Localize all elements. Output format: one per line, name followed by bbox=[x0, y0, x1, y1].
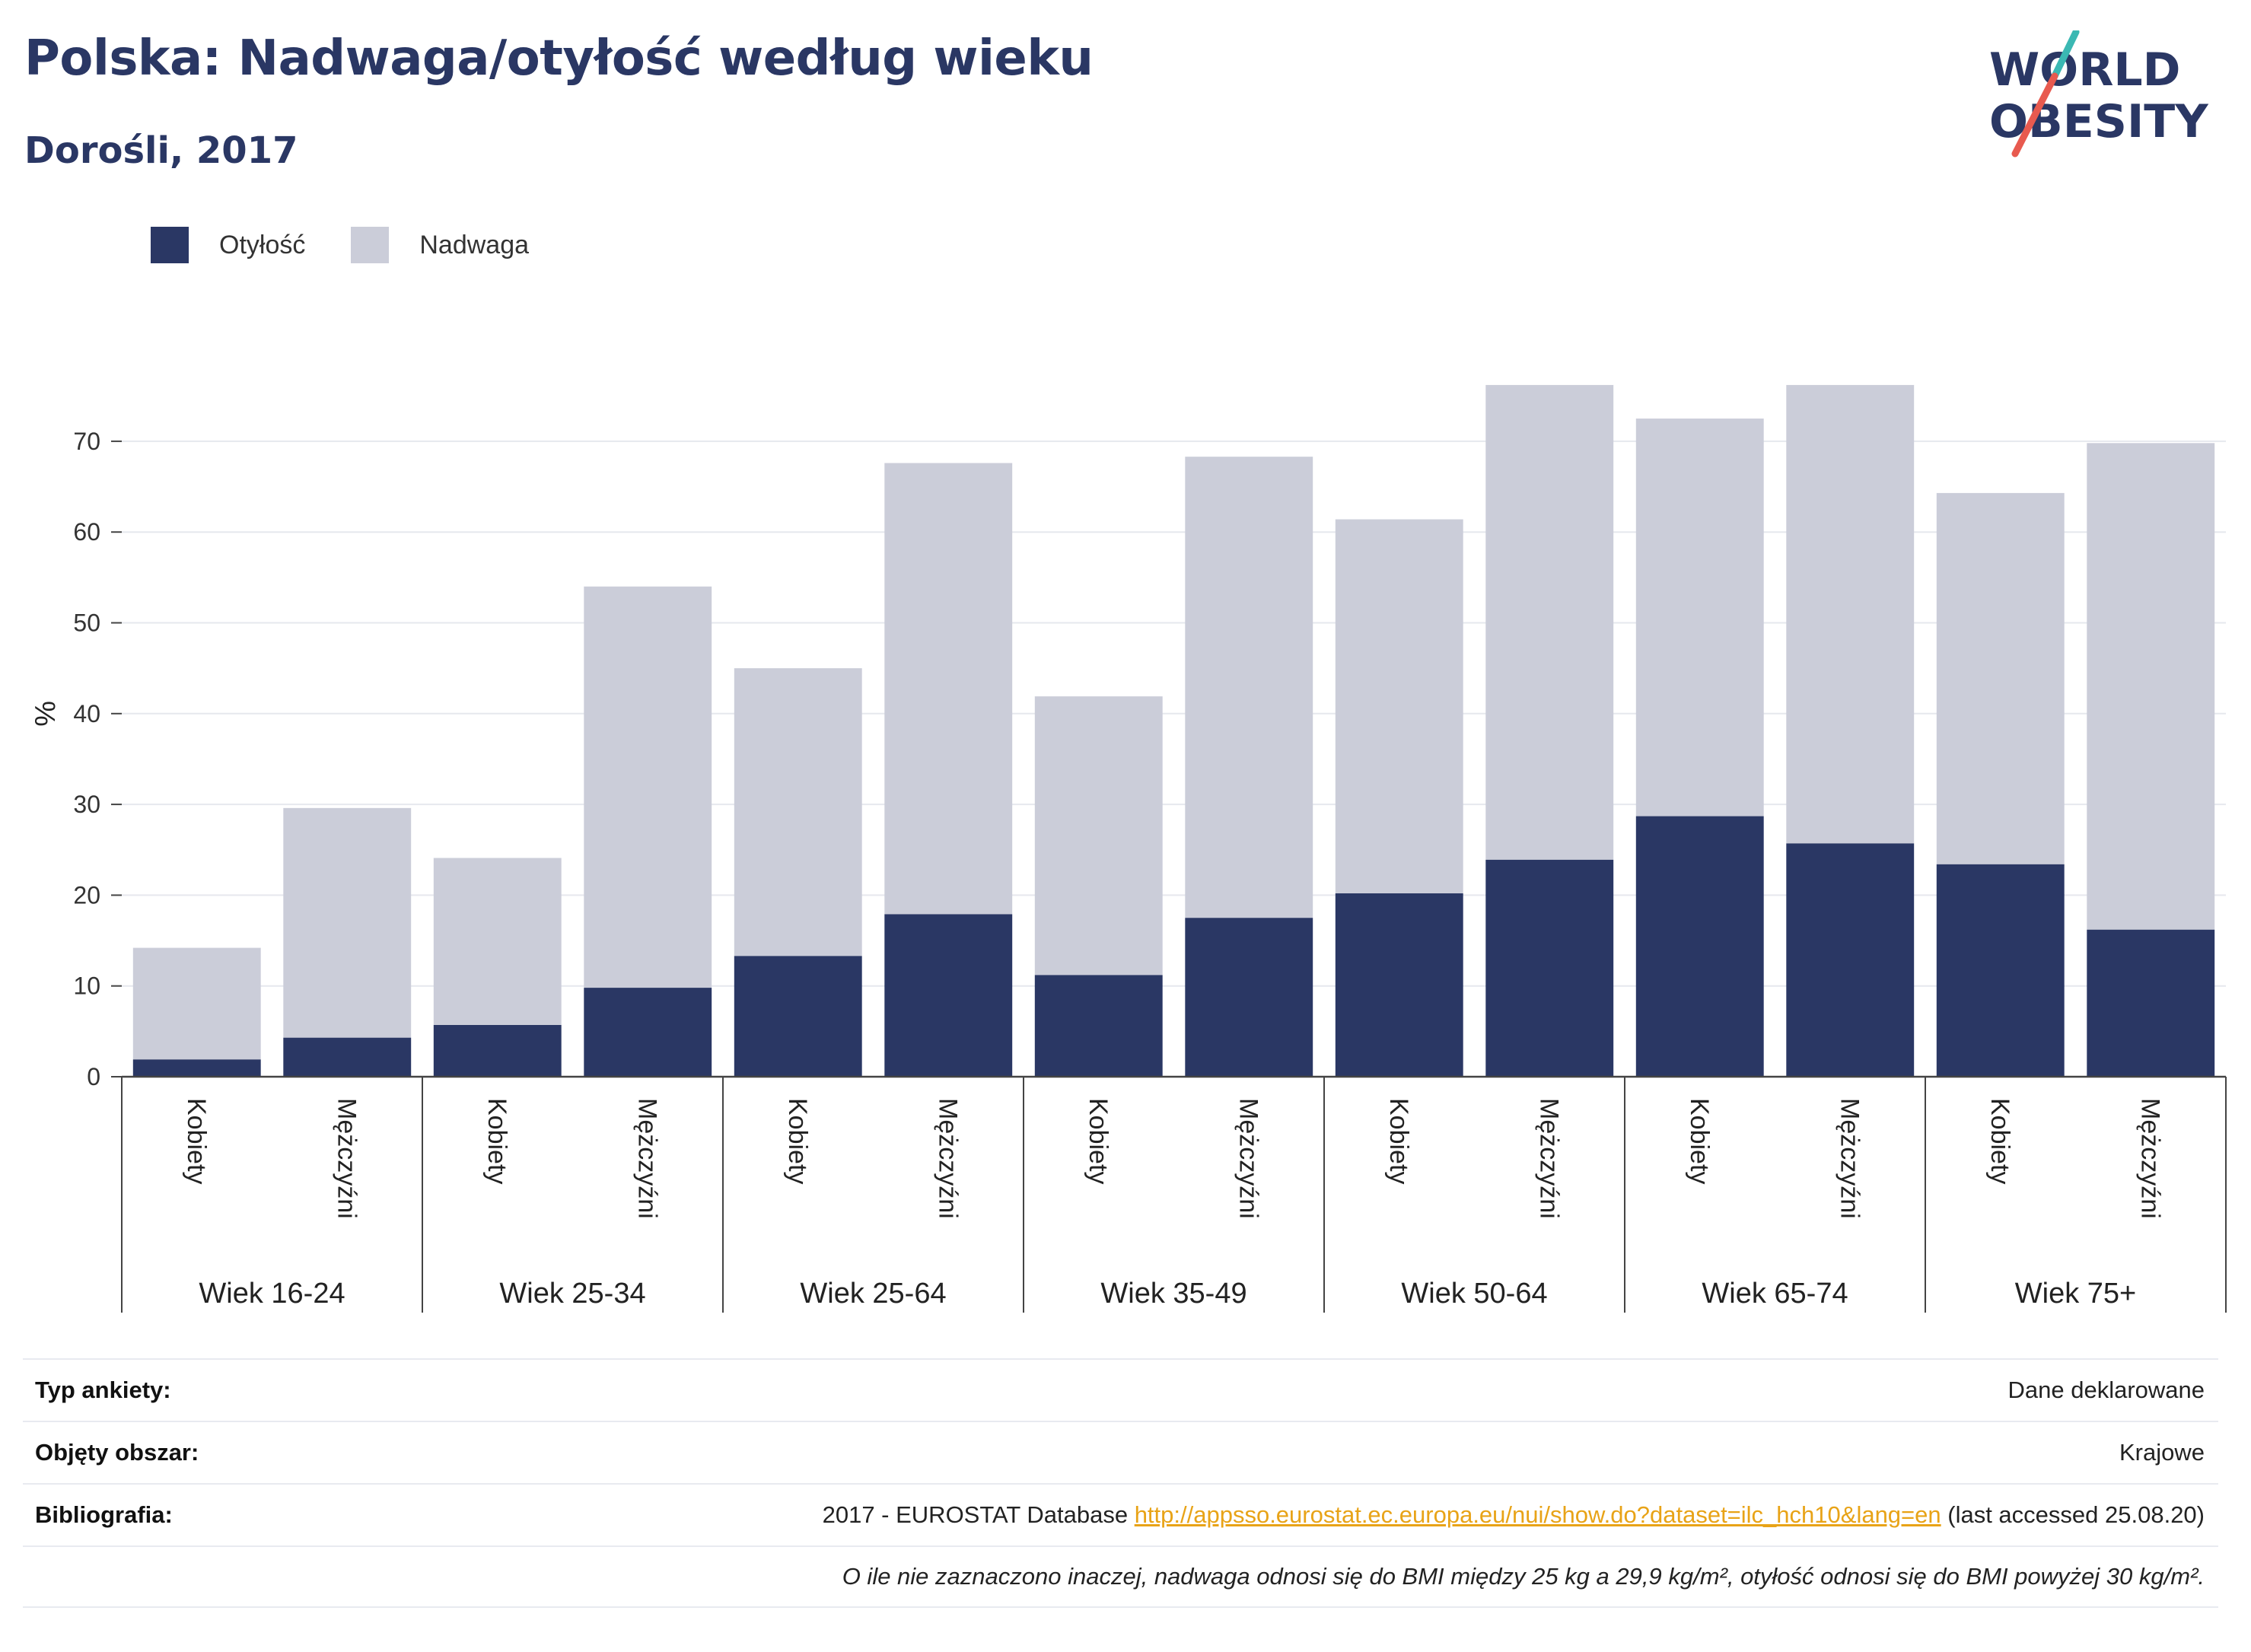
y-tick-label: 0 bbox=[87, 1063, 100, 1090]
bar-obesity bbox=[132, 1059, 261, 1077]
x-tick-label-sex: Kobiety bbox=[482, 1098, 511, 1184]
x-group-label: Wiek 65-74 bbox=[1702, 1278, 1848, 1310]
x-group-label: Wiek 75+ bbox=[2015, 1278, 2136, 1310]
x-tick-label-sex: Mężczyźni bbox=[2135, 1098, 2164, 1219]
bar-overweight bbox=[884, 463, 1013, 915]
x-group-label: Wiek 25-64 bbox=[800, 1278, 946, 1310]
bar-obesity bbox=[1786, 843, 1915, 1077]
bar-obesity bbox=[1034, 975, 1163, 1077]
bar-overweight bbox=[1786, 384, 1915, 844]
bar-overweight bbox=[433, 858, 562, 1025]
survey-label: Typ ankiety: bbox=[35, 1377, 171, 1403]
bar-obesity bbox=[433, 1024, 562, 1077]
legend-item-overweight: Nadwaga bbox=[351, 227, 529, 263]
bar-overweight bbox=[132, 947, 261, 1060]
bar-obesity bbox=[1936, 864, 2065, 1077]
x-tick-label-sex: Kobiety bbox=[1084, 1098, 1113, 1184]
x-tick-label-sex: Mężczyźni bbox=[1234, 1098, 1262, 1219]
chart-subtitle: Dorośli, 2017 bbox=[24, 129, 298, 172]
bar-overweight bbox=[1635, 419, 1764, 816]
bar-overweight bbox=[1034, 696, 1163, 976]
chart-title: Polska: Nadwaga/otyłość według wieku bbox=[24, 30, 1094, 87]
bar-obesity bbox=[1335, 893, 1463, 1077]
x-tick-label-sex: Mężczyźni bbox=[1534, 1098, 1563, 1219]
bar-obesity bbox=[584, 988, 712, 1077]
bar-overweight bbox=[734, 668, 862, 957]
chart-footer: Typ ankiety: Dane deklarowane Objęty obs… bbox=[23, 1358, 2218, 1608]
bar-obesity bbox=[734, 956, 862, 1077]
bar-obesity bbox=[884, 914, 1013, 1077]
x-tick-label-sex: Mężczyźni bbox=[1835, 1098, 1864, 1219]
bar-overweight bbox=[1335, 519, 1463, 894]
bar-obesity bbox=[1185, 918, 1313, 1077]
bar-overweight bbox=[2087, 443, 2215, 930]
area-label: Objęty obszar: bbox=[35, 1439, 199, 1466]
y-tick-label: 30 bbox=[73, 791, 100, 818]
y-axis-label: % bbox=[30, 701, 62, 727]
logo-line1: WORLD bbox=[1989, 43, 2180, 97]
bibliography-label: Bibliografia: bbox=[35, 1501, 173, 1528]
footer-row-note: O ile nie zaznaczono inaczej, nadwaga od… bbox=[23, 1545, 2218, 1608]
bar-obesity bbox=[1485, 859, 1614, 1077]
y-tick-label: 20 bbox=[73, 881, 100, 909]
survey-value: Dane deklarowane bbox=[2007, 1377, 2205, 1403]
x-tick-label-sex: Mężczyźni bbox=[332, 1098, 361, 1219]
bar-overweight bbox=[1936, 492, 2065, 864]
x-group-label: Wiek 50-64 bbox=[1401, 1278, 1547, 1310]
y-tick-label: 40 bbox=[73, 700, 100, 727]
footer-row-bibliography: Bibliografia: 2017 - EUROSTAT Database h… bbox=[23, 1483, 2218, 1545]
x-group-label: Wiek 35-49 bbox=[1100, 1278, 1246, 1310]
bmi-note: O ile nie zaznaczono inaczej, nadwaga od… bbox=[842, 1563, 2205, 1590]
x-tick-label-sex: Mężczyźni bbox=[933, 1098, 962, 1219]
chart-legend: Otyłość Nadwaga bbox=[151, 225, 575, 265]
logo-slash-red bbox=[2011, 72, 2058, 158]
bar-obesity bbox=[283, 1037, 412, 1077]
legend-label-obesity: Otyłość bbox=[219, 230, 306, 259]
x-tick-label-sex: Kobiety bbox=[1685, 1098, 1714, 1184]
area-value: Krajowe bbox=[2119, 1439, 2205, 1466]
legend-label-overweight: Nadwaga bbox=[419, 230, 530, 259]
legend-swatch-obesity bbox=[151, 227, 189, 263]
x-tick-label-sex: Kobiety bbox=[182, 1098, 211, 1184]
y-tick-label: 50 bbox=[73, 610, 100, 637]
bibliography-link[interactable]: http://appsso.eurostat.ec.europa.eu/nui/… bbox=[1134, 1501, 1941, 1528]
logo-slash-teal bbox=[2051, 30, 2080, 80]
legend-item-obesity: Otyłość bbox=[151, 227, 305, 263]
bar-overweight bbox=[1185, 457, 1313, 918]
y-tick-label: 60 bbox=[73, 518, 100, 546]
bibliography-prefix: 2017 - EUROSTAT Database bbox=[822, 1501, 1135, 1528]
bar-overweight bbox=[283, 807, 412, 1038]
x-tick-label-sex: Kobiety bbox=[783, 1098, 812, 1184]
x-tick-label-sex: Kobiety bbox=[1985, 1098, 2014, 1184]
bar-chart: 0 10 20 30 40 50 60 70% Kobiety Mężczyźni Kobiety M… bbox=[30, 384, 2227, 1313]
y-tick-label: 70 bbox=[73, 428, 100, 455]
x-group-label: Wiek 25-34 bbox=[499, 1278, 645, 1310]
bar-obesity bbox=[2087, 929, 2215, 1077]
legend-swatch-overweight bbox=[351, 227, 390, 263]
x-group-label: Wiek 16-24 bbox=[199, 1278, 345, 1310]
bibliography-value: 2017 - EUROSTAT Database http://appsso.e… bbox=[823, 1501, 2205, 1529]
x-tick-label-sex: Kobiety bbox=[1384, 1098, 1413, 1184]
bar-overweight bbox=[584, 586, 712, 988]
bibliography-suffix: (last accessed 25.08.20) bbox=[1941, 1501, 2205, 1528]
footer-row-survey: Typ ankiety: Dane deklarowane bbox=[23, 1358, 2218, 1421]
footer-row-area: Objęty obszar: Krajowe bbox=[23, 1421, 2218, 1483]
bar-obesity bbox=[1635, 816, 1764, 1077]
bar-overweight bbox=[1485, 384, 1614, 860]
y-tick-label: 10 bbox=[73, 972, 100, 1000]
world-obesity-logo: WORLD OBESITY bbox=[1989, 30, 2209, 158]
x-tick-label-sex: Mężczyźni bbox=[632, 1098, 661, 1219]
